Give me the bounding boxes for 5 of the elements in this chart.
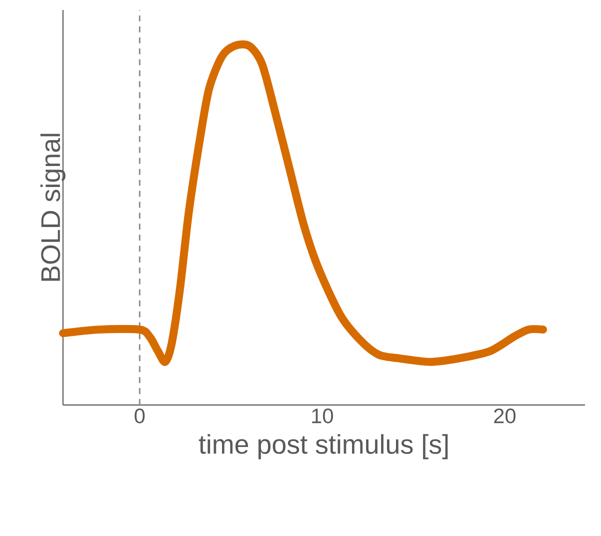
y-axis-title: BOLD signal (40, 134, 66, 281)
x-tick-label: 20 (494, 408, 516, 424)
x-axis-title: time post stimulus [s] (198, 434, 448, 460)
x-tick-label: 0 (134, 408, 145, 424)
x-tick-label: 10 (312, 408, 333, 424)
